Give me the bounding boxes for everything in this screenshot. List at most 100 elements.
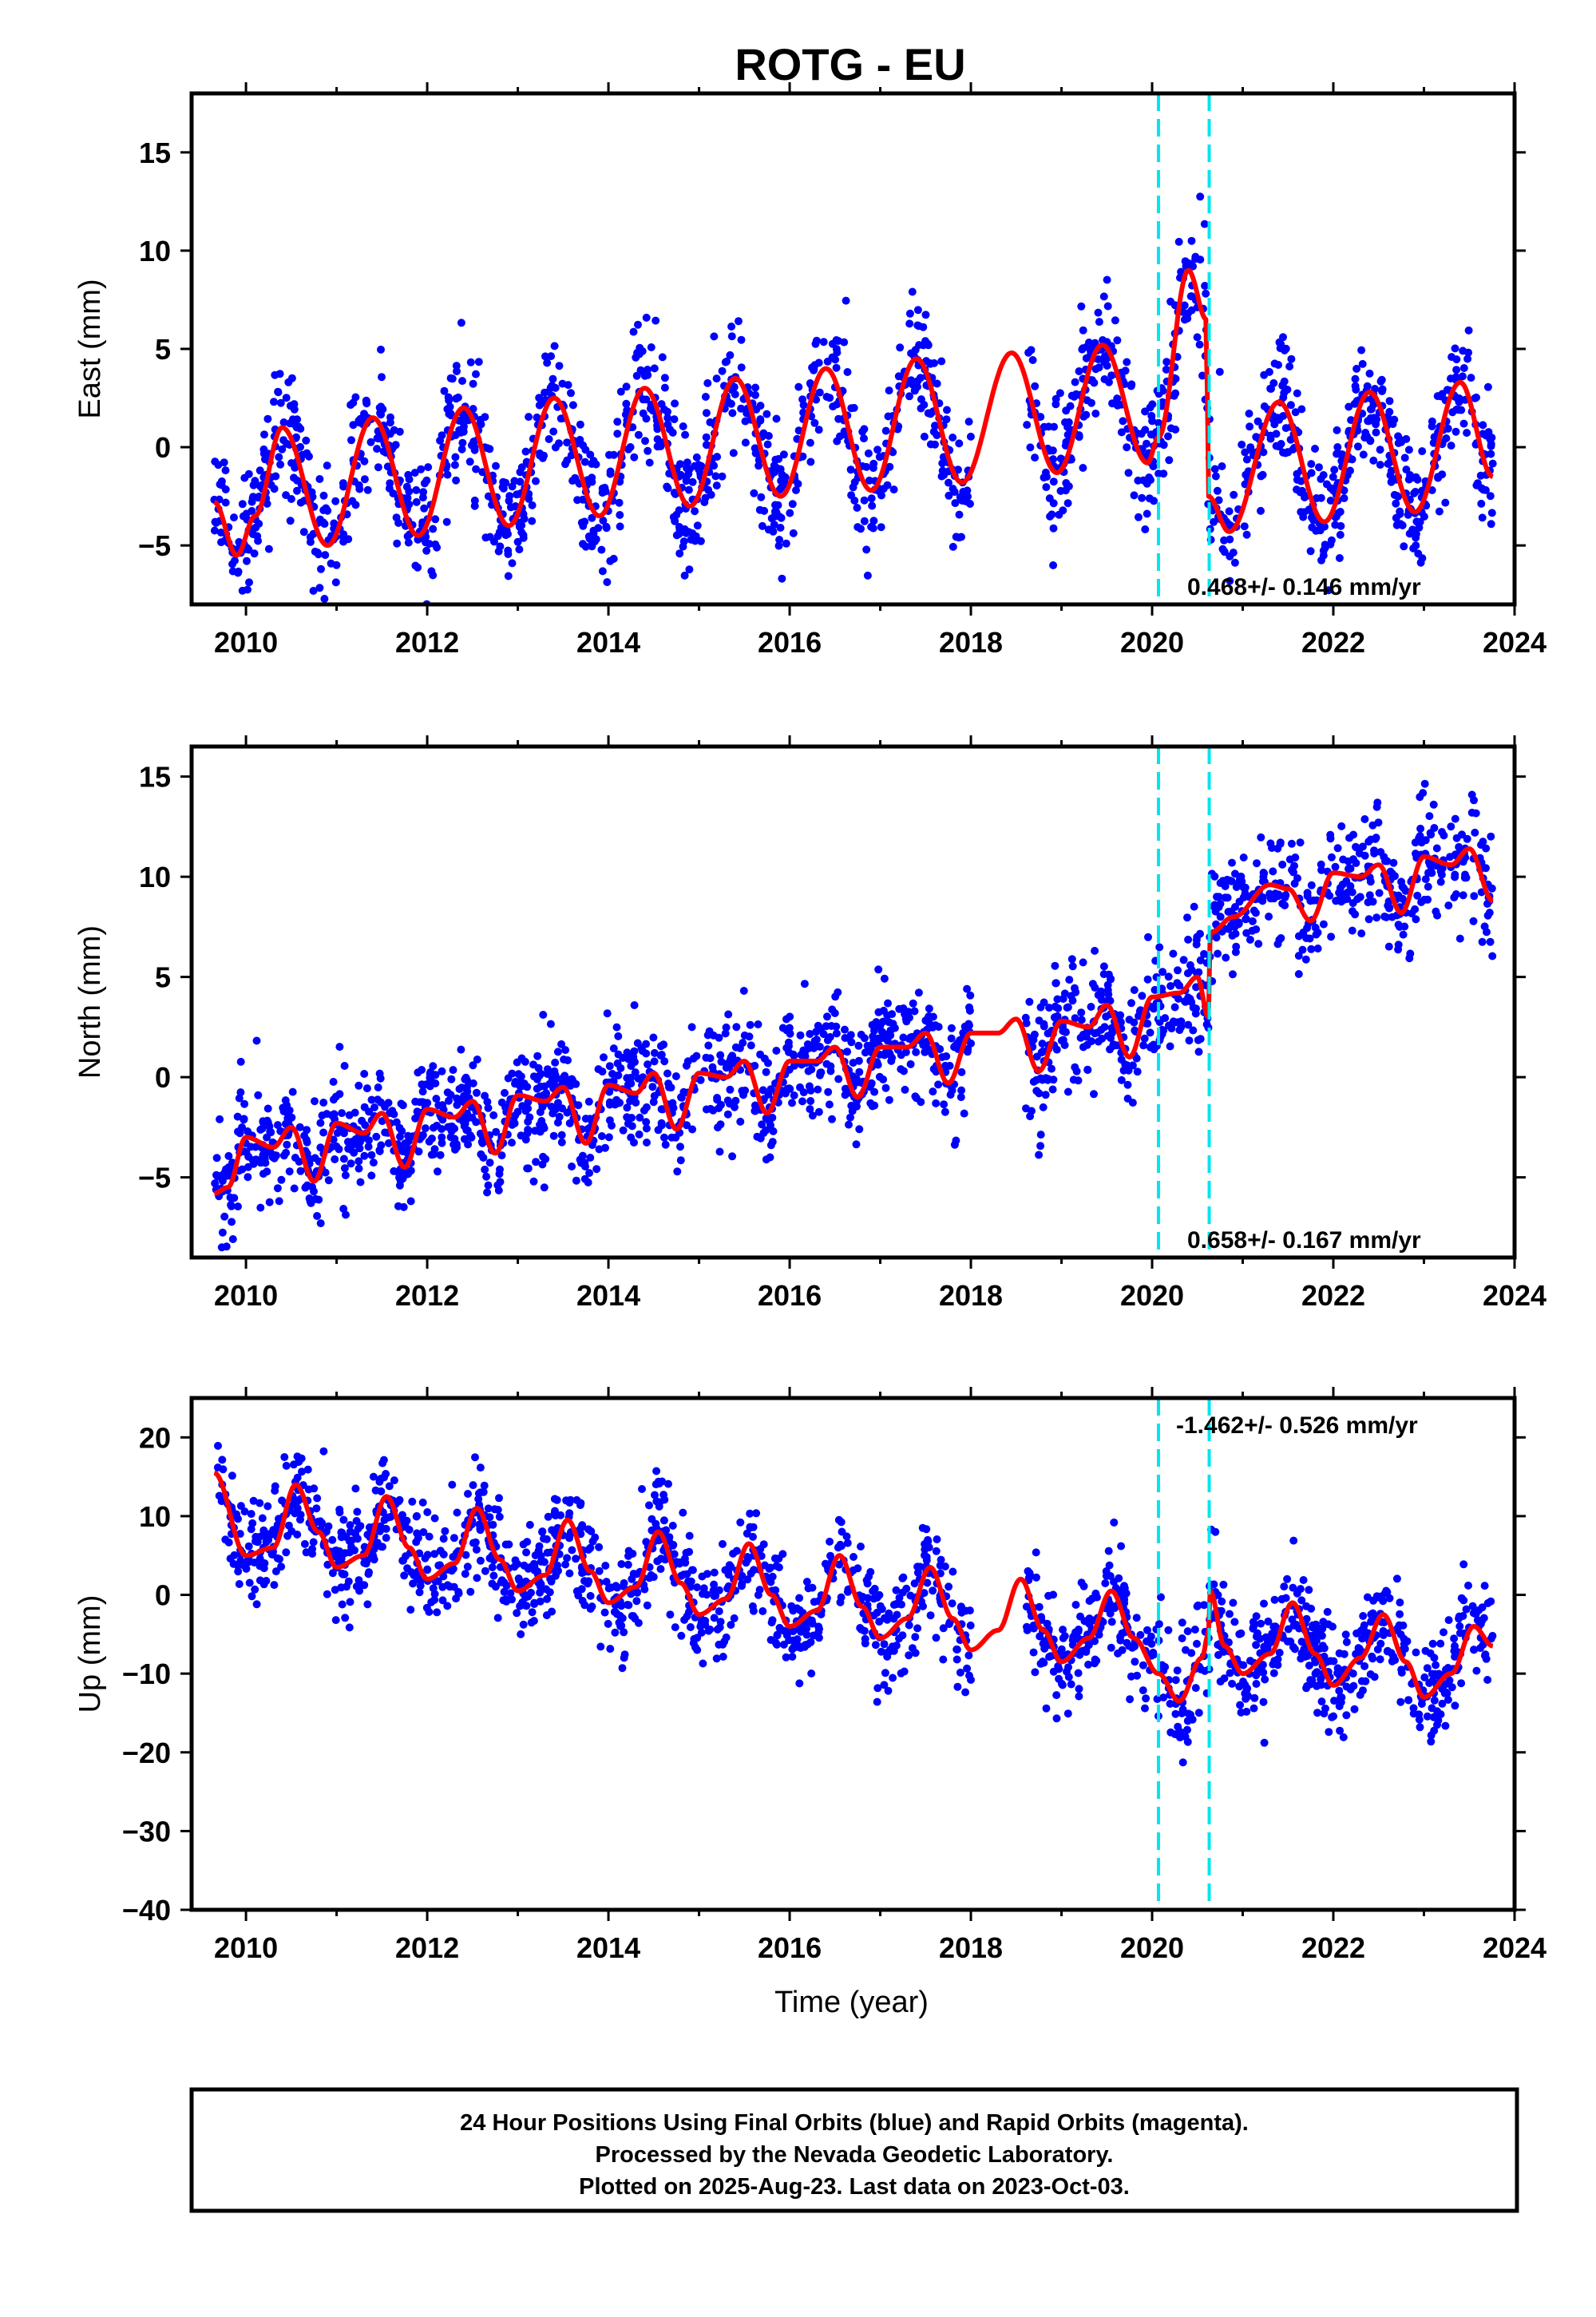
observation-point: [795, 1679, 804, 1688]
observation-point: [1418, 447, 1427, 456]
observation-point: [1031, 382, 1040, 390]
observation-point: [883, 481, 892, 489]
observation-point: [689, 1639, 698, 1647]
observation-point: [1117, 428, 1126, 437]
observation-point: [1064, 1673, 1073, 1681]
observation-point: [1337, 521, 1345, 530]
observation-point: [1095, 318, 1103, 327]
observation-point: [1145, 494, 1154, 503]
observation-point: [396, 1176, 405, 1185]
observation-point: [786, 1029, 794, 1038]
observation-point: [682, 529, 691, 537]
observation-point: [847, 1038, 856, 1047]
observation-point: [857, 1543, 865, 1551]
observation-point: [1374, 818, 1383, 827]
observation-point: [221, 466, 230, 475]
observation-point: [660, 1057, 669, 1066]
observation-point: [777, 484, 786, 492]
observation-point: [476, 1463, 485, 1472]
observation-point: [243, 556, 251, 565]
observation-point: [331, 1092, 340, 1101]
observation-point: [1174, 237, 1183, 246]
observation-point: [581, 1162, 589, 1170]
observation-point: [603, 1009, 612, 1018]
observation-point: [1327, 853, 1336, 861]
observation-point: [621, 410, 630, 419]
observation-point: [1242, 455, 1251, 464]
observation-point: [1200, 1601, 1209, 1610]
observation-point: [1298, 945, 1307, 954]
observation-point: [616, 1063, 625, 1072]
observation-point: [715, 1147, 724, 1156]
observation-point: [1413, 891, 1422, 900]
observation-point: [630, 1001, 639, 1009]
observation-point: [881, 1030, 890, 1039]
observation-point: [626, 1097, 635, 1106]
observation-point: [490, 537, 498, 546]
observation-point: [354, 1576, 363, 1585]
observation-point: [960, 1109, 968, 1118]
observation-point: [604, 1619, 612, 1628]
observation-point: [236, 1088, 245, 1097]
observation-point: [1184, 1020, 1193, 1029]
observation-point: [675, 525, 684, 534]
observation-point: [1270, 1595, 1279, 1604]
observation-point: [623, 1103, 632, 1112]
observation-point: [1352, 842, 1360, 851]
observation-point: [901, 1010, 909, 1019]
observation-point: [774, 501, 782, 509]
observation-point: [769, 527, 778, 536]
observation-point: [624, 1119, 632, 1128]
observation-point: [806, 1105, 814, 1114]
observation-point: [488, 1579, 497, 1588]
observation-point: [1350, 1705, 1359, 1713]
observation-point: [1425, 1679, 1434, 1687]
observation-point: [555, 362, 564, 370]
observation-point: [1064, 482, 1073, 491]
observation-point: [1127, 999, 1135, 1008]
observation-point: [251, 1143, 260, 1151]
observation-point: [1193, 1639, 1201, 1648]
observation-point: [764, 432, 773, 440]
observation-point: [303, 1465, 312, 1474]
observation-point: [790, 1091, 798, 1099]
observation-point: [446, 1133, 455, 1142]
observation-point: [617, 1602, 626, 1610]
observation-point: [606, 1645, 615, 1654]
observation-point: [363, 485, 372, 494]
observation-point: [1452, 406, 1461, 414]
observation-point: [940, 1100, 948, 1109]
observation-point: [747, 1569, 755, 1578]
observation-point: [1071, 1014, 1079, 1023]
observation-point: [727, 323, 736, 331]
observation-point: [749, 1532, 757, 1541]
observation-point: [1051, 1002, 1059, 1011]
observation-point: [278, 1496, 287, 1505]
observation-point: [1065, 976, 1074, 984]
observation-point: [395, 427, 404, 436]
observation-point: [1479, 430, 1487, 438]
observation-point: [1085, 339, 1093, 347]
observation-point: [521, 447, 530, 456]
observation-point: [1281, 891, 1290, 900]
observation-point: [1265, 913, 1273, 921]
observation-point: [1171, 389, 1180, 398]
observation-point: [661, 1140, 670, 1149]
observation-point: [279, 418, 288, 426]
observation-point: [685, 565, 694, 574]
y-tick-label: −5: [138, 529, 171, 562]
observation-point: [889, 1673, 897, 1682]
observation-point: [659, 1040, 668, 1049]
observation-point: [240, 1099, 249, 1108]
observation-point: [663, 414, 672, 422]
observation-point: [216, 1115, 224, 1123]
observation-point: [533, 413, 541, 422]
observation-point: [1090, 1090, 1098, 1099]
observation-point: [1432, 844, 1441, 853]
observation-point: [871, 1641, 880, 1650]
observation-point: [833, 348, 842, 357]
observation-point: [1059, 1027, 1067, 1036]
observation-point: [1118, 1646, 1127, 1654]
observation-point: [1430, 1696, 1439, 1705]
observation-point: [217, 538, 225, 547]
